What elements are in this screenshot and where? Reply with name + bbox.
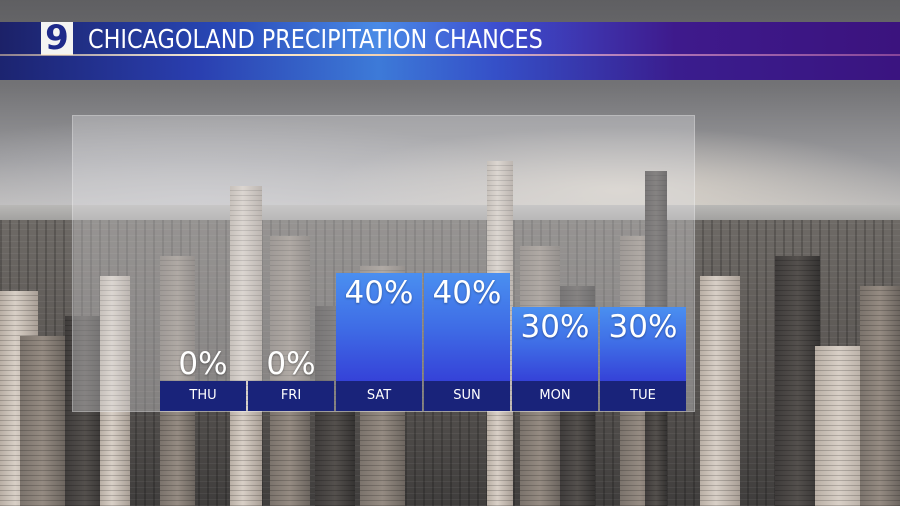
value-label: 30% [520, 309, 590, 345]
precipitation-bar-chart: 0% THU 0% FRI 40% SAT 40% SUN 30% MON 30… [160, 115, 687, 411]
title-bar: 9 CHICAGOLAND PRECIPITATION CHANCES [0, 21, 900, 55]
page-title: CHICAGOLAND PRECIPITATION CHANCES [88, 25, 543, 55]
bar-column-sat: 40% SAT [336, 115, 422, 411]
bar-column-sun: 40% SUN [424, 115, 510, 411]
bar-column-tue: 30% TUE [600, 115, 686, 411]
bar [336, 273, 422, 381]
title-banner: 9 CHICAGOLAND PRECIPITATION CHANCES [0, 21, 900, 80]
value-label: 0% [266, 346, 316, 382]
day-label: MON [512, 381, 598, 411]
value-label: 40% [344, 275, 414, 311]
value-label: 30% [608, 309, 678, 345]
channel-9-logo: 9 [41, 21, 73, 55]
value-label: 0% [178, 346, 228, 382]
bar-column-mon: 30% MON [512, 115, 598, 411]
bar-column-thu: 0% THU [160, 115, 246, 411]
day-label: THU [160, 381, 246, 411]
bar [600, 307, 686, 381]
bar [424, 273, 510, 381]
banner-divider-line [0, 54, 900, 56]
bar-column-fri: 0% FRI [248, 115, 334, 411]
bar [512, 307, 598, 381]
day-label: SUN [424, 381, 510, 411]
day-label: TUE [600, 381, 686, 411]
day-label: FRI [248, 381, 334, 411]
day-label: SAT [336, 381, 422, 411]
value-label: 40% [432, 275, 502, 311]
